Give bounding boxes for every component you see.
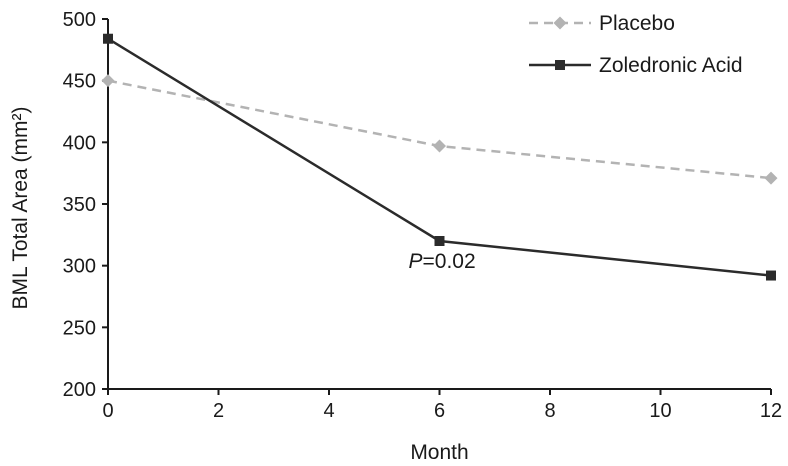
legend-item-placebo: Placebo — [529, 12, 675, 35]
y-tick-label: 500 — [63, 9, 96, 31]
data-point-zoledronic-acid — [103, 33, 113, 44]
legend-label-placebo: Placebo — [599, 12, 675, 35]
x-tick-label: 6 — [434, 400, 445, 422]
legend-marker-placebo — [553, 16, 567, 30]
legend: Placebo Zoledronic Acid — [529, 12, 743, 77]
data-point-placebo — [433, 139, 446, 153]
x-tick-label: 8 — [544, 400, 555, 422]
p-value-annotation: P=0.02 — [409, 250, 476, 273]
y-axis-ticks: 200 250 300 350 400 450 500 — [63, 9, 108, 401]
annotations: P=0.02 — [409, 250, 476, 273]
x-axis-ticks: 0 2 4 6 8 10 12 — [102, 389, 782, 422]
y-axis-title: BML Total Area (mm²) — [9, 106, 32, 309]
x-tick-label: 0 — [102, 400, 113, 422]
p-value-symbol: P — [409, 250, 423, 273]
y-tick-label: 450 — [63, 71, 96, 93]
legend-marker-zoledronic-acid — [555, 60, 565, 70]
y-tick-label: 350 — [63, 194, 96, 216]
data-point-placebo — [101, 74, 115, 88]
y-tick-label: 400 — [63, 132, 96, 154]
data-point-zoledronic-acid — [434, 236, 445, 246]
legend-item-zoledronic-acid: Zoledronic Acid — [529, 54, 743, 77]
data-point-placebo — [764, 171, 778, 185]
y-tick-label: 250 — [63, 317, 96, 339]
data-point-zoledronic-acid — [766, 270, 776, 281]
x-tick-label: 10 — [649, 400, 671, 422]
y-tick-label: 200 — [63, 379, 96, 401]
p-value-text: =0.02 — [423, 250, 476, 273]
series-zoledronic-acid — [103, 33, 776, 281]
x-tick-label: 2 — [213, 400, 224, 422]
legend-label-zoledronic-acid: Zoledronic Acid — [599, 54, 743, 77]
series-placebo — [101, 74, 778, 185]
y-tick-label: 300 — [63, 256, 96, 278]
x-tick-label: 12 — [760, 400, 782, 422]
x-axis-title: Month — [410, 441, 468, 464]
x-tick-label: 4 — [323, 400, 334, 422]
series-group — [101, 33, 778, 281]
series-line-placebo — [107, 79, 772, 180]
